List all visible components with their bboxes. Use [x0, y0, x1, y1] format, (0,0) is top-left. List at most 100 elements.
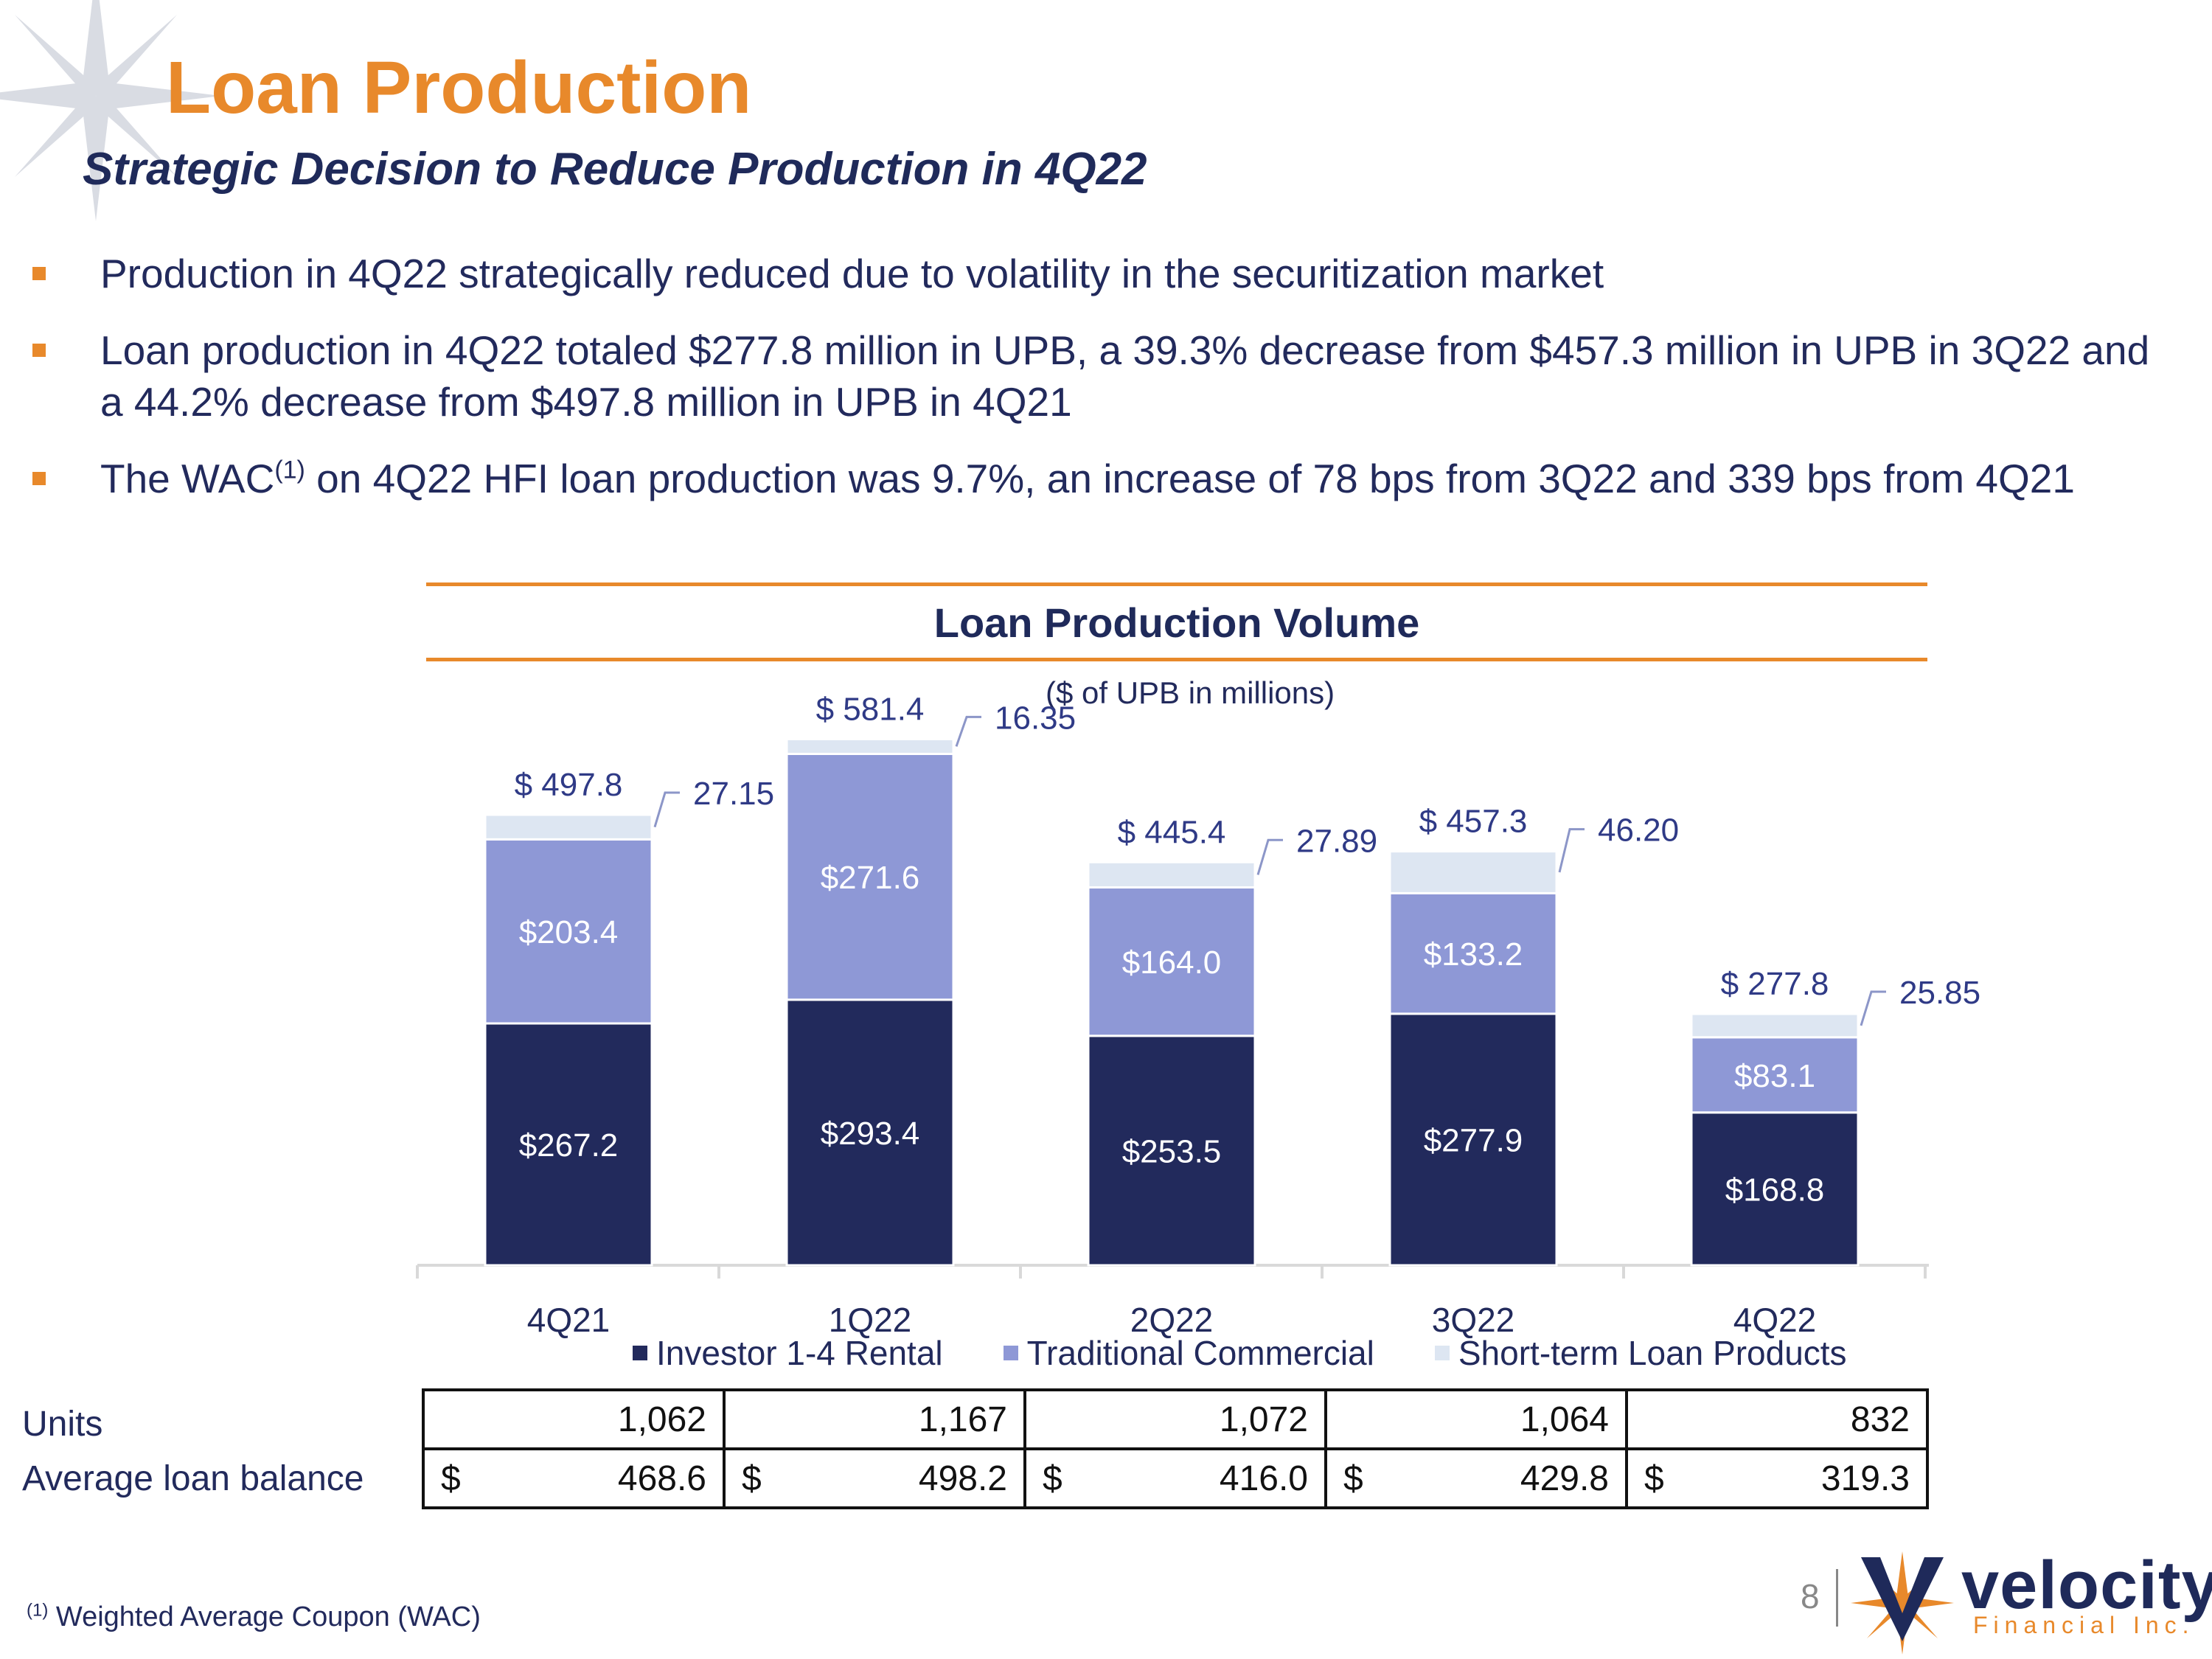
- bar-segment-short-term-loan-products: [484, 813, 653, 841]
- legend-label: Investor 1-4 Rental: [656, 1334, 943, 1372]
- total-label: $ 581.4: [816, 691, 925, 727]
- data-label: $293.4: [821, 1116, 920, 1152]
- data-label: 25.85: [1899, 975, 1980, 1011]
- leader-line: [1860, 990, 1886, 1026]
- bullet-item: The WAC(1) on 4Q22 HFI loan production w…: [32, 453, 2171, 504]
- currency-symbol: $: [441, 1458, 461, 1498]
- chart-legend: Investor 1-4 Rental Traditional Commerci…: [633, 1333, 1907, 1373]
- data-label: $83.1: [1734, 1058, 1815, 1094]
- total-label: $ 445.4: [1118, 814, 1226, 850]
- data-label: 46.20: [1598, 813, 1679, 849]
- bar-segment-short-term-loan-products: [1087, 860, 1256, 889]
- legend-swatch: [1003, 1346, 1018, 1360]
- x-tick-label: 3Q22: [1432, 1301, 1515, 1339]
- currency-symbol: $: [1343, 1458, 1363, 1498]
- bullet-marker-icon: [32, 344, 46, 357]
- star-decoration-icon: [0, 0, 221, 221]
- table-cell: $429.8: [1324, 1447, 1628, 1509]
- currency-symbol: $: [1043, 1458, 1062, 1498]
- table-cell: $498.2: [723, 1447, 1026, 1509]
- leader-line: [955, 715, 981, 747]
- chart-top-rule: [426, 582, 1927, 586]
- bar-segment-traditional-commercial: [1388, 891, 1558, 1015]
- x-tick-label: 4Q22: [1733, 1301, 1817, 1339]
- currency-symbol: $: [1644, 1458, 1664, 1498]
- table-cell: $468.6: [422, 1447, 726, 1509]
- cell-value: 468.6: [617, 1458, 706, 1498]
- legend-label: Short-term Loan Products: [1458, 1334, 1847, 1372]
- data-label: $164.0: [1122, 945, 1222, 981]
- total-label: $ 457.3: [1419, 804, 1528, 840]
- legend-item-commercial: Traditional Commercial: [1003, 1333, 1374, 1373]
- bar-segment-investor-1-4-rental: [484, 1022, 653, 1267]
- x-tick-label: 4Q21: [527, 1301, 611, 1339]
- bullet-text: The WAC: [100, 456, 275, 501]
- cell-value: 498.2: [918, 1458, 1007, 1498]
- leader-line: [1256, 838, 1283, 875]
- chart-subtitle: ($ of UPB in millions): [1046, 675, 1335, 710]
- footnote-text: Weighted Average Coupon (WAC): [55, 1601, 481, 1632]
- leader-line: [653, 791, 680, 828]
- units-table: 1,062 1,167 1,072 1,064 832 $468.6 $498.…: [422, 1388, 1929, 1509]
- bullet-list: Production in 4Q22 strategically reduced…: [32, 248, 2171, 529]
- table-cell: 1,062: [422, 1388, 726, 1450]
- table-cell: $319.3: [1625, 1447, 1929, 1509]
- bar-segment-short-term-loan-products: [785, 737, 955, 755]
- table-row: $468.6 $498.2 $416.0 $429.8 $319.3: [422, 1447, 1929, 1509]
- data-label: $168.8: [1725, 1172, 1825, 1208]
- data-label: $267.2: [519, 1127, 619, 1164]
- data-label: 27.89: [1296, 823, 1377, 859]
- bullet-marker-icon: [32, 267, 46, 280]
- bar-segment-traditional-commercial: [484, 838, 653, 1025]
- bullet-item: Loan production in 4Q22 totaled $277.8 m…: [32, 324, 2171, 428]
- bar-segment-short-term-loan-products: [1690, 1012, 1860, 1039]
- cell-value: 319.3: [1820, 1458, 1910, 1498]
- bar-segment-traditional-commercial: [785, 752, 955, 1001]
- footer-divider: [1836, 1569, 1838, 1627]
- bullet-marker-icon: [32, 472, 46, 485]
- table-cell: 1,072: [1023, 1388, 1327, 1450]
- x-tick-label: 2Q22: [1130, 1301, 1214, 1339]
- cell-value: 416.0: [1219, 1458, 1308, 1498]
- page-number: 8: [1801, 1577, 1820, 1615]
- bullet-text: Production in 4Q22 strategically reduced…: [100, 251, 1604, 296]
- logo-wordmark: velocity: [1961, 1548, 2212, 1623]
- data-label: 27.15: [693, 776, 774, 812]
- bullet-text: on 4Q22 HFI loan production was 9.7%, an…: [305, 456, 2075, 501]
- leader-line: [1558, 828, 1585, 873]
- table-cell: 832: [1625, 1388, 1929, 1450]
- chart-title: Loan Production Volume: [933, 599, 1420, 646]
- legend-swatch: [1434, 1346, 1450, 1360]
- table-row-label-avg-balance: Average loan balance: [22, 1459, 364, 1498]
- table-cell: 1,167: [723, 1388, 1026, 1450]
- chart-bottom-rule: [426, 658, 1927, 661]
- data-label: $253.5: [1122, 1133, 1222, 1169]
- total-label: $ 497.8: [515, 767, 623, 803]
- total-label: $ 277.8: [1721, 966, 1829, 1002]
- logo-subtext: Financial Inc.: [1973, 1612, 2195, 1638]
- legend-item-short-term: Short-term Loan Products: [1434, 1333, 1847, 1373]
- data-label: $271.6: [821, 860, 920, 896]
- data-label: $133.2: [1424, 936, 1523, 973]
- footnote-reference: (1): [274, 456, 305, 484]
- x-tick-label: 1Q22: [829, 1301, 912, 1339]
- page-title: Loan Production: [166, 46, 752, 129]
- data-label: $203.4: [519, 914, 619, 950]
- footnote: (1) Weighted Average Coupon (WAC): [27, 1601, 481, 1633]
- page-subtitle: Strategic Decision to Reduce Production …: [83, 144, 1147, 195]
- legend-item-investor: Investor 1-4 Rental: [633, 1333, 943, 1373]
- data-label: 16.35: [995, 700, 1076, 736]
- bar-segment-short-term-loan-products: [1388, 850, 1558, 894]
- currency-symbol: $: [742, 1458, 762, 1498]
- legend-label: Traditional Commercial: [1026, 1334, 1374, 1372]
- cell-value: 429.8: [1520, 1458, 1609, 1498]
- bar-segment-investor-1-4-rental: [1388, 1012, 1558, 1267]
- bar-segment-traditional-commercial: [1087, 886, 1256, 1037]
- table-row-label-units: Units: [22, 1405, 103, 1444]
- table-cell: $416.0: [1023, 1447, 1327, 1509]
- bar-segment-traditional-commercial: [1690, 1036, 1860, 1114]
- bullet-text: Loan production in 4Q22 totaled $277.8 m…: [100, 327, 2150, 425]
- data-label: $277.9: [1424, 1122, 1523, 1158]
- legend-swatch: [633, 1346, 647, 1360]
